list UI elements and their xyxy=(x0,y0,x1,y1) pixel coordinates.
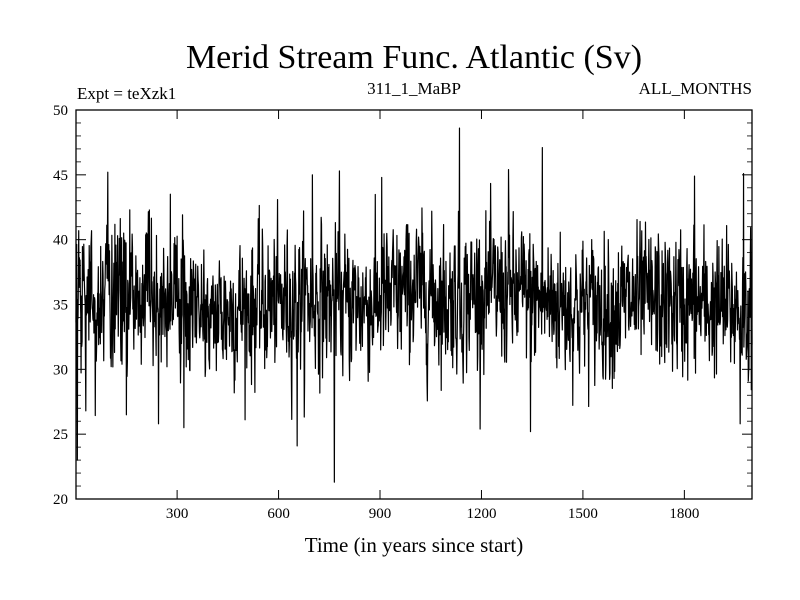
y-tick-label: 25 xyxy=(53,427,68,443)
y-tick-label: 20 xyxy=(53,492,68,508)
series-line xyxy=(75,127,753,483)
x-axis: 300 600 900 1200 1500 1800 xyxy=(166,110,699,522)
chart-title: Merid Stream Func. Atlantic (Sv) xyxy=(186,39,642,76)
experiment-label: Expt = teXzk1 xyxy=(77,84,176,103)
y-tick-label: 45 xyxy=(53,168,68,184)
y-tick-label: 40 xyxy=(53,233,68,249)
x-tick-label: 1800 xyxy=(669,506,699,522)
x-tick-label: 600 xyxy=(267,506,290,522)
x-tick-label: 900 xyxy=(369,506,392,522)
x-tick-label: 1200 xyxy=(466,506,496,522)
months-label: ALL_MONTHS xyxy=(639,79,752,98)
y-tick-label: 30 xyxy=(53,362,68,378)
x-tick-label: 300 xyxy=(166,506,189,522)
run-label: 311_1_MaBP xyxy=(367,79,461,98)
y-tick-label: 35 xyxy=(53,298,68,314)
series-layer xyxy=(75,127,753,483)
x-axis-label: Time (in years since start) xyxy=(305,533,524,557)
x-tick-label: 1500 xyxy=(568,506,598,522)
y-tick-label: 50 xyxy=(53,103,68,119)
